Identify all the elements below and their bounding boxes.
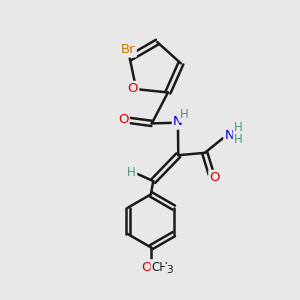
Text: CH: CH — [152, 261, 169, 274]
Text: Br: Br — [121, 43, 136, 56]
Text: H: H — [234, 121, 243, 134]
Text: 3: 3 — [166, 265, 172, 275]
Text: H: H — [234, 133, 243, 146]
Text: O: O — [118, 113, 128, 126]
Text: O: O — [141, 261, 152, 274]
Text: N: N — [173, 116, 183, 128]
Text: O: O — [209, 171, 220, 184]
Text: O: O — [128, 82, 138, 95]
Text: N: N — [225, 129, 234, 142]
Text: H: H — [128, 166, 136, 179]
Text: H: H — [180, 108, 188, 122]
